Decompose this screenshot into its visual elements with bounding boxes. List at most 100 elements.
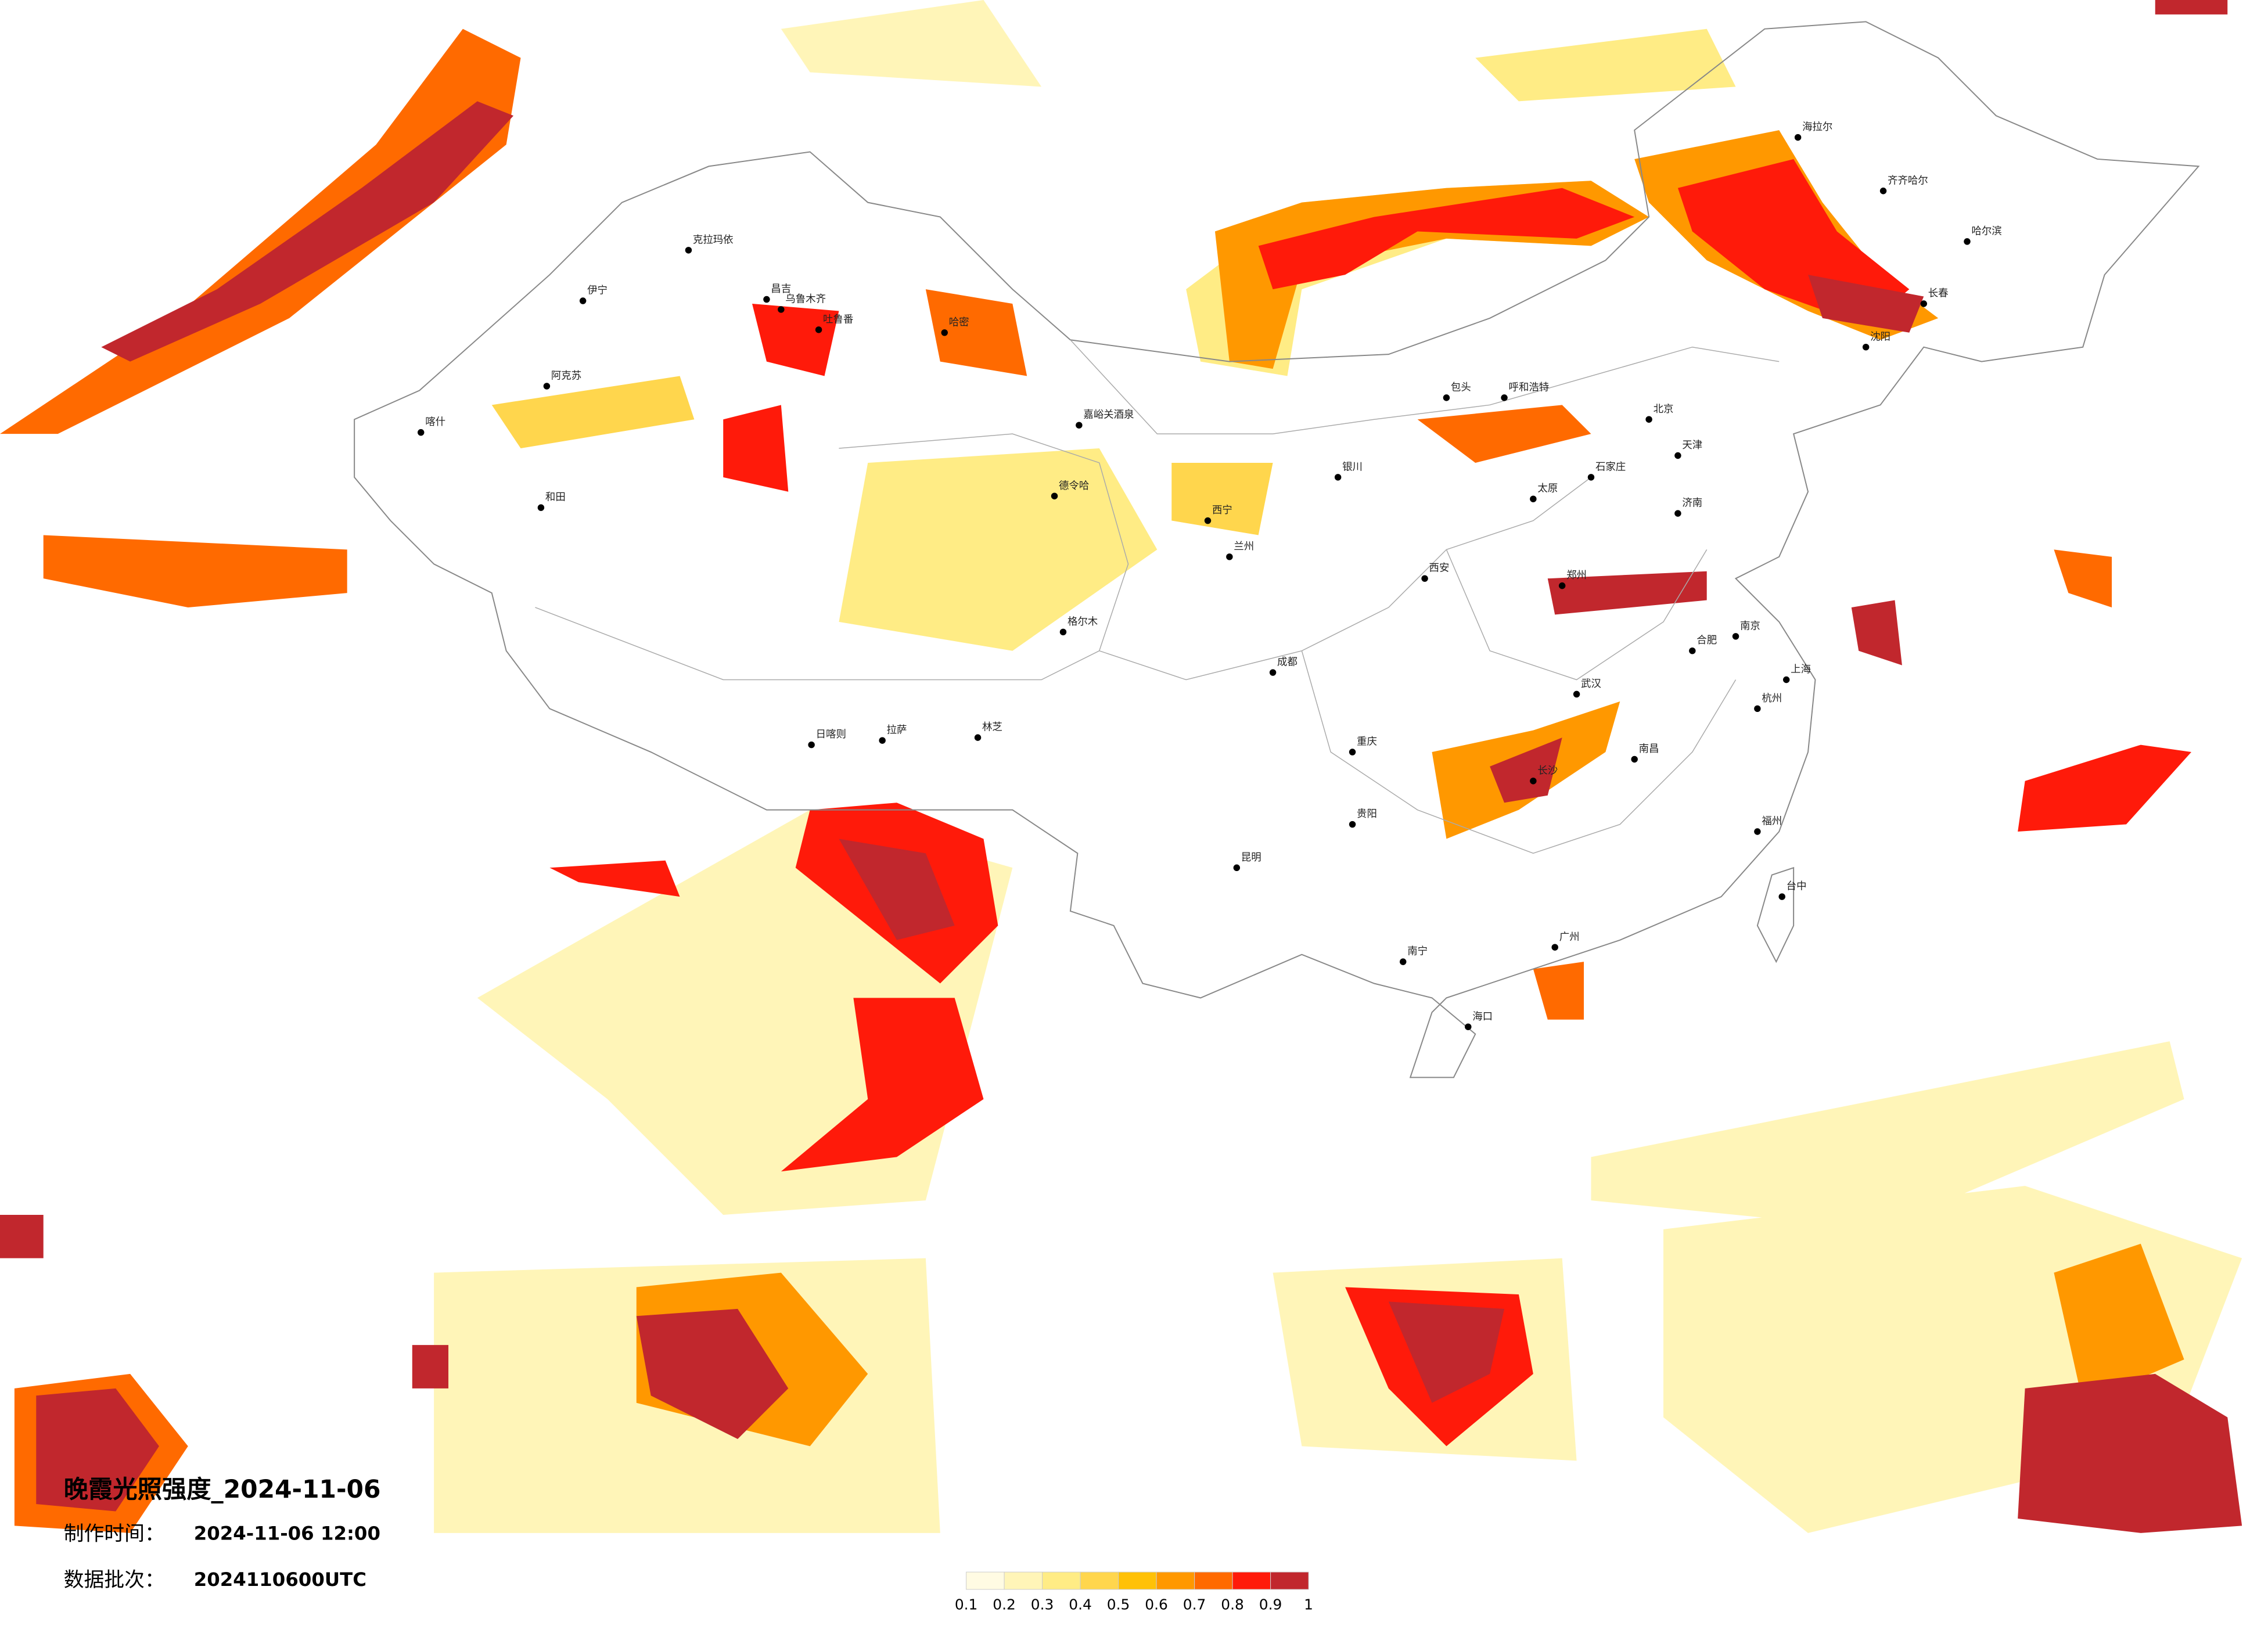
city-label: 成都 bbox=[1277, 657, 1297, 668]
city-label: 拉萨 bbox=[887, 725, 907, 736]
city-dot bbox=[1778, 893, 1785, 900]
city-dot bbox=[1349, 749, 1356, 756]
city-label: 长春 bbox=[1928, 288, 1949, 300]
heat-area bbox=[781, 998, 984, 1172]
city-dot bbox=[1465, 1023, 1472, 1030]
city-label: 上海 bbox=[1791, 664, 1811, 675]
city-dot bbox=[763, 296, 770, 303]
city-label: 格尔木 bbox=[1067, 616, 1098, 628]
city-dot bbox=[1587, 474, 1595, 481]
made-time: 2024-11-06 12:00 bbox=[194, 1522, 380, 1544]
city-label: 海口 bbox=[1472, 1011, 1493, 1023]
city-dot bbox=[1530, 778, 1537, 785]
legend: 0.1 0.2 0.3 0.4 0.5 0.6 0.7 0.8 0.9 1 bbox=[955, 1571, 1313, 1613]
legend-swatch bbox=[1270, 1571, 1309, 1590]
city-label: 昆明 bbox=[1241, 852, 1261, 864]
city-label: 济南 bbox=[1682, 498, 1702, 509]
legend-tick-label: 0.8 bbox=[1221, 1596, 1244, 1613]
city-dot bbox=[1754, 828, 1761, 835]
city-label: 南昌 bbox=[1639, 743, 1659, 755]
city-dot bbox=[1689, 647, 1696, 654]
legend-tick-label: 0.1 bbox=[955, 1596, 978, 1613]
heat-area bbox=[1417, 405, 1591, 463]
city-dot bbox=[1204, 517, 1212, 524]
heat-area bbox=[101, 101, 514, 362]
heat-area bbox=[1533, 962, 1584, 1020]
city-label: 吐鲁番 bbox=[823, 314, 853, 325]
city-dot bbox=[1782, 676, 1790, 684]
city-label: 南宁 bbox=[1407, 946, 1428, 958]
city-label: 合肥 bbox=[1696, 635, 1717, 646]
city-dot bbox=[543, 383, 551, 390]
heat-area bbox=[1388, 1301, 1505, 1403]
city-dot bbox=[1059, 628, 1067, 636]
city-label: 和田 bbox=[545, 492, 566, 503]
city-dot bbox=[941, 329, 948, 336]
heat-area bbox=[925, 289, 1027, 376]
heat-area bbox=[2054, 1243, 2184, 1403]
city-label: 呼和浩特 bbox=[1509, 382, 1550, 393]
city-label: 哈密 bbox=[949, 316, 969, 328]
city-dot bbox=[1501, 394, 1508, 401]
heat-area bbox=[0, 1214, 44, 1258]
city-dot bbox=[1674, 510, 1681, 517]
heat-area bbox=[2018, 1373, 2242, 1533]
city-dot bbox=[1645, 416, 1652, 423]
heat-area bbox=[781, 0, 1042, 87]
city-dot bbox=[1421, 575, 1428, 582]
legend-swatch bbox=[1194, 1571, 1233, 1590]
city-label: 德令哈 bbox=[1059, 480, 1089, 492]
legend-swatch bbox=[1232, 1571, 1271, 1590]
legend-swatch bbox=[1118, 1571, 1157, 1590]
city-label: 南京 bbox=[1740, 620, 1760, 632]
city-dot bbox=[1530, 495, 1537, 502]
heat-area bbox=[723, 405, 789, 492]
city-dot bbox=[778, 306, 785, 313]
legend-swatch bbox=[1156, 1571, 1195, 1590]
city-label: 日喀则 bbox=[816, 729, 846, 740]
legend-tick-label: 0.9 bbox=[1259, 1596, 1282, 1613]
city-dot bbox=[1879, 188, 1887, 195]
city-dot bbox=[1551, 944, 1558, 951]
city-label: 天津 bbox=[1682, 440, 1702, 451]
city-dot bbox=[1964, 238, 1971, 245]
heat-area bbox=[1851, 600, 1902, 665]
city-dot bbox=[879, 737, 886, 744]
city-dot bbox=[1794, 134, 1802, 141]
city-dot bbox=[1573, 690, 1580, 698]
legend-tick-label: 0.3 bbox=[1031, 1596, 1054, 1613]
heat-area bbox=[2155, 0, 2228, 15]
heat-area bbox=[412, 1345, 449, 1388]
city-label: 杭州 bbox=[1762, 693, 1782, 704]
heat-area bbox=[1475, 28, 1736, 102]
city-dot bbox=[1443, 394, 1450, 401]
city-label: 嘉峪关酒泉 bbox=[1083, 409, 1134, 421]
heat-area bbox=[1258, 188, 1635, 290]
legend-swatch bbox=[1004, 1571, 1043, 1590]
legend-tick-label: 0.2 bbox=[993, 1596, 1016, 1613]
city-label: 齐齐哈尔 bbox=[1888, 175, 1928, 186]
city-dot bbox=[1631, 756, 1638, 763]
made-label: 制作时间： bbox=[64, 1522, 165, 1545]
city-dot bbox=[537, 504, 545, 511]
city-label: 贵阳 bbox=[1357, 808, 1377, 820]
city-label: 西安 bbox=[1429, 563, 1450, 574]
city-label: 郑州 bbox=[1566, 570, 1587, 581]
city-label: 台中 bbox=[1787, 881, 1807, 893]
heat-area bbox=[0, 28, 521, 434]
city-dot bbox=[1233, 864, 1241, 871]
city-dot bbox=[974, 734, 982, 741]
city-label: 重庆 bbox=[1357, 736, 1377, 748]
batch-label: 数据批次： bbox=[64, 1569, 165, 1592]
batch: 2024110600UTC bbox=[194, 1569, 366, 1591]
city-dot bbox=[579, 297, 587, 304]
legend-swatch bbox=[966, 1571, 1005, 1590]
province-lines bbox=[535, 339, 1780, 854]
legend-tick-label: 0.6 bbox=[1145, 1596, 1168, 1613]
city-label: 北京 bbox=[1654, 404, 1674, 415]
heat-area bbox=[636, 1308, 789, 1439]
legend-swatch bbox=[1080, 1571, 1119, 1590]
city-label: 福州 bbox=[1762, 816, 1782, 828]
city-label: 昌吉 bbox=[771, 283, 791, 295]
heat-area bbox=[839, 448, 1158, 651]
